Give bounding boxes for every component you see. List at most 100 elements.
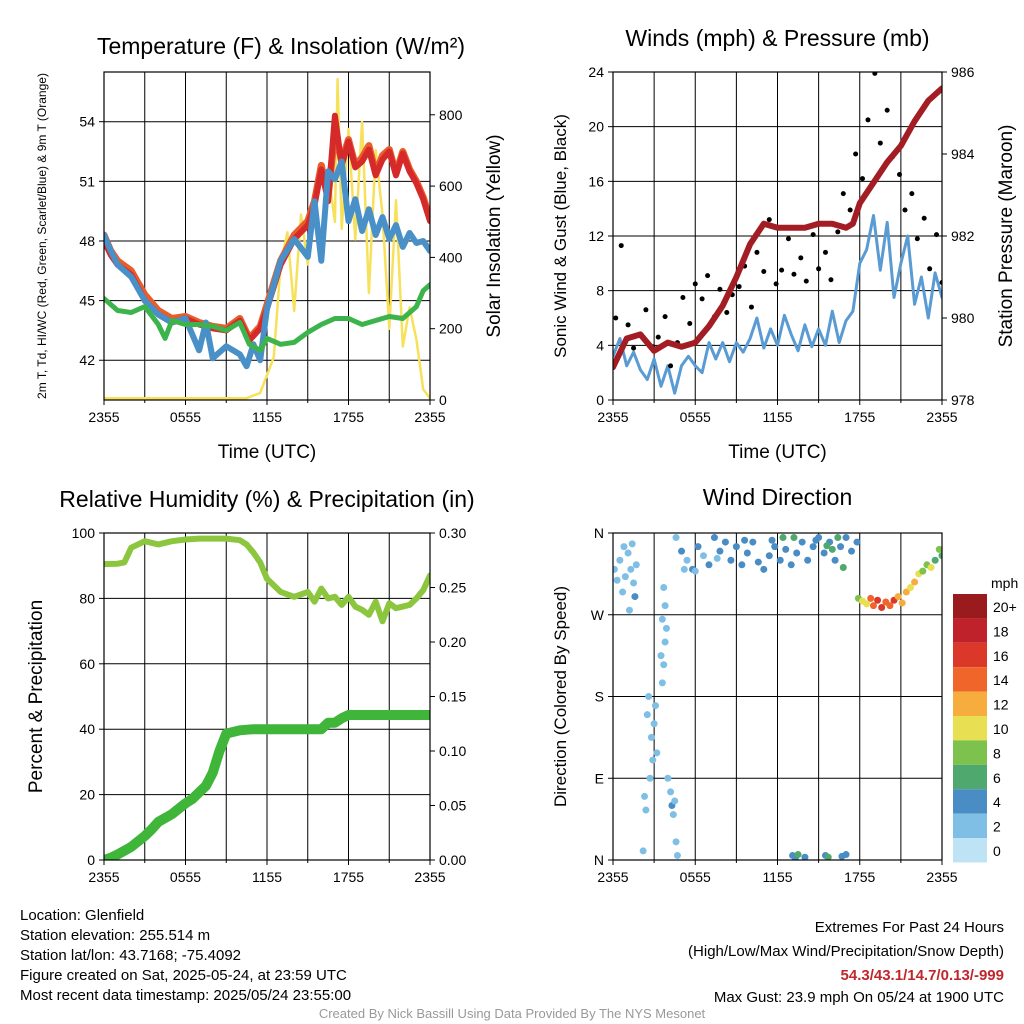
direction-point [657, 652, 665, 660]
direction-point [694, 543, 702, 551]
colorbar-label: 4 [993, 794, 1001, 810]
y2-tick-label: 978 [951, 392, 975, 408]
y-tick-label: N [594, 852, 604, 868]
direction-point [853, 538, 861, 546]
direction-point [801, 853, 809, 860]
direction-point [919, 567, 927, 575]
extremes-subtitle: (High/Low/Max Wind/Precipitation/Snow De… [688, 943, 1004, 960]
gust-point [631, 345, 637, 351]
direction-point [621, 573, 629, 581]
direction-point [863, 600, 871, 608]
x-tick-label: 0555 [170, 409, 201, 425]
x-tick-label: 0555 [680, 869, 711, 885]
direction-point [651, 702, 659, 710]
direction-point [798, 538, 806, 546]
gust-point [699, 296, 705, 302]
direction-point [894, 593, 902, 601]
gust-point [643, 307, 649, 313]
direction-point [824, 853, 832, 860]
direction-point [660, 584, 668, 591]
gust-point [717, 286, 723, 292]
gust-point [655, 334, 661, 340]
colorbar-title: mph [991, 575, 1018, 591]
gust-point [785, 236, 791, 242]
x-tick-label: 2355 [597, 869, 628, 885]
elevation-text: Station elevation: 255.514 m [20, 927, 211, 944]
gust-point [859, 176, 865, 182]
direction-point [839, 564, 847, 572]
x-tick-label: 2355 [88, 869, 119, 885]
direction-point [927, 564, 935, 572]
x-tick-label: 2355 [88, 409, 119, 425]
chart-title: Temperature (F) & Insolation (W/m²) [97, 33, 465, 59]
direction-point [646, 774, 654, 782]
y-tick-label: 40 [79, 721, 95, 737]
gust-point [902, 207, 908, 213]
gust-point [692, 281, 698, 287]
y2-tick-label: 0.25 [439, 580, 466, 596]
y-tick-label: W [591, 607, 605, 623]
plot-area [613, 72, 942, 395]
y2-tick-label: 0.15 [439, 689, 466, 705]
x-tick-label: 2355 [414, 409, 445, 425]
direction-point [645, 693, 653, 700]
x-tick-label: 1155 [252, 869, 282, 885]
latlon-text: Station lat/lon: 43.7168; -75.4092 [20, 947, 242, 964]
y2-tick-label: 600 [439, 178, 463, 194]
colorbar-swatch [953, 740, 987, 765]
x-axis-label: Time (UTC) [218, 442, 317, 463]
y2-tick-label: 984 [951, 146, 975, 162]
x-tick-label: 1755 [844, 409, 875, 425]
chart-title: Relative Humidity (%) & Precipitation (i… [59, 486, 474, 512]
direction-point [642, 806, 650, 814]
gust-point [625, 322, 631, 328]
direction-point [721, 538, 729, 546]
direction-point [727, 556, 735, 564]
direction-point [812, 536, 820, 544]
gust-point [687, 320, 693, 326]
direction-point [661, 602, 669, 610]
y2-tick-label: 0.00 [439, 852, 466, 868]
y-axis-label: 2m T, Td, HI/WC (Red, Green, Scarlet/Blu… [35, 73, 49, 399]
gust-point [662, 314, 668, 320]
gust-point [816, 266, 822, 272]
direction-point [662, 624, 670, 632]
colorbar-swatch [953, 594, 987, 619]
y2-tick-label: 200 [439, 321, 463, 337]
direction-point [669, 811, 677, 819]
direction-point [672, 534, 680, 542]
gust-point [884, 107, 890, 113]
colorbar-swatch [953, 618, 987, 643]
direction-point [804, 556, 812, 564]
y2-axis-label: Station Pressure (Maroon) [996, 125, 1017, 348]
y2-tick-label: 0 [439, 392, 447, 408]
gust-point [847, 207, 853, 213]
direction-point [613, 565, 618, 573]
direction-point [809, 543, 817, 551]
direction-point [667, 788, 675, 796]
direction-point [842, 534, 850, 542]
chart-panel-3: 2355 0555 1155 1755 23550204060801000.000.05… [26, 486, 475, 885]
series-line-pressure [613, 85, 942, 371]
y-tick-label: 0 [596, 392, 604, 408]
y2-axis-label: Solar Insolation (Yellow) [484, 134, 505, 337]
location-text: Location: Glenfield [20, 907, 145, 924]
gust-point [810, 232, 816, 238]
colorbar-label: 6 [993, 770, 1001, 786]
y2-tick-label: 980 [951, 310, 975, 326]
series-line-rh [104, 535, 430, 625]
gust-point [791, 271, 797, 277]
x-tick-label: 2355 [597, 409, 628, 425]
chart-panel-1: 2355 0555 1155 1755 2355 42 45 48 51 54 0 200 400 600… [35, 33, 505, 463]
direction-point [902, 588, 910, 596]
direction-point [898, 599, 906, 607]
colorbar-swatch [953, 716, 987, 741]
direction-point [834, 534, 842, 542]
direction-point [831, 556, 839, 564]
chart-title: Winds (mph) & Pressure (mb) [625, 25, 929, 51]
gust-point [853, 151, 859, 157]
gust-point [798, 255, 804, 261]
plot-area [104, 77, 430, 400]
